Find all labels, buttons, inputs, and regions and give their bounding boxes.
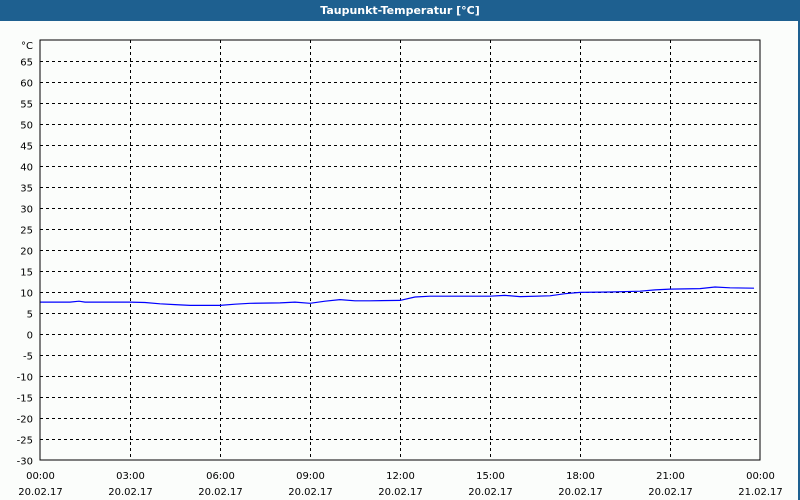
x-tick-time: 00:00 — [746, 471, 775, 482]
y-tick-label: 15 — [20, 268, 33, 279]
y-tick-label: 5 — [27, 310, 33, 321]
y-tick-label: 55 — [20, 100, 33, 111]
x-tick-time: 03:00 — [116, 471, 145, 482]
x-tick-time: 18:00 — [566, 471, 595, 482]
plot-frame — [39, 39, 761, 461]
y-tick-label: 40 — [20, 163, 33, 174]
y-tick-label: -25 — [17, 436, 33, 447]
x-tick-date: 20.02.17 — [18, 487, 63, 498]
x-tick-date: 20.02.17 — [378, 487, 423, 498]
y-tick-label: 30 — [20, 205, 33, 216]
y-tick-label: 20 — [20, 247, 33, 258]
x-tick-time: 15:00 — [476, 471, 505, 482]
y-tick-label: 45 — [20, 142, 33, 153]
y-tick-label: 65 — [20, 58, 33, 69]
x-tick-date: 20.02.17 — [288, 487, 333, 498]
y-tick-label: -10 — [17, 373, 33, 384]
y-tick-label: 60 — [20, 79, 33, 90]
x-tick-date: 20.02.17 — [198, 487, 243, 498]
y-tick-label: -15 — [17, 394, 33, 405]
chart-title: Taupunkt-Temperatur [°C] — [320, 4, 480, 17]
y-tick-label: 0 — [27, 331, 33, 342]
x-tick-time: 12:00 — [386, 471, 415, 482]
y-axis-unit: °C — [21, 41, 33, 52]
y-tick-label: -20 — [17, 415, 33, 426]
y-tick-label: 10 — [20, 289, 33, 300]
x-tick-date: 20.02.17 — [468, 487, 513, 498]
x-tick-time: 06:00 — [206, 471, 235, 482]
x-tick-date: 20.02.17 — [108, 487, 153, 498]
x-tick-time: 09:00 — [296, 471, 325, 482]
x-tick-date: 20.02.17 — [558, 487, 603, 498]
y-tick-label: 35 — [20, 184, 33, 195]
x-tick-time: 00:00 — [26, 471, 55, 482]
y-tick-label: -5 — [23, 352, 33, 363]
x-tick-date: 20.02.17 — [648, 487, 693, 498]
chart-panel — [0, 21, 798, 500]
x-tick-time: 21:00 — [656, 471, 685, 482]
x-tick-date: 21.02.17 — [738, 487, 783, 498]
y-tick-label: -30 — [17, 457, 33, 468]
y-tick-label: 50 — [20, 121, 33, 132]
y-tick-label: 25 — [20, 226, 33, 237]
series-line — [40, 286, 755, 306]
